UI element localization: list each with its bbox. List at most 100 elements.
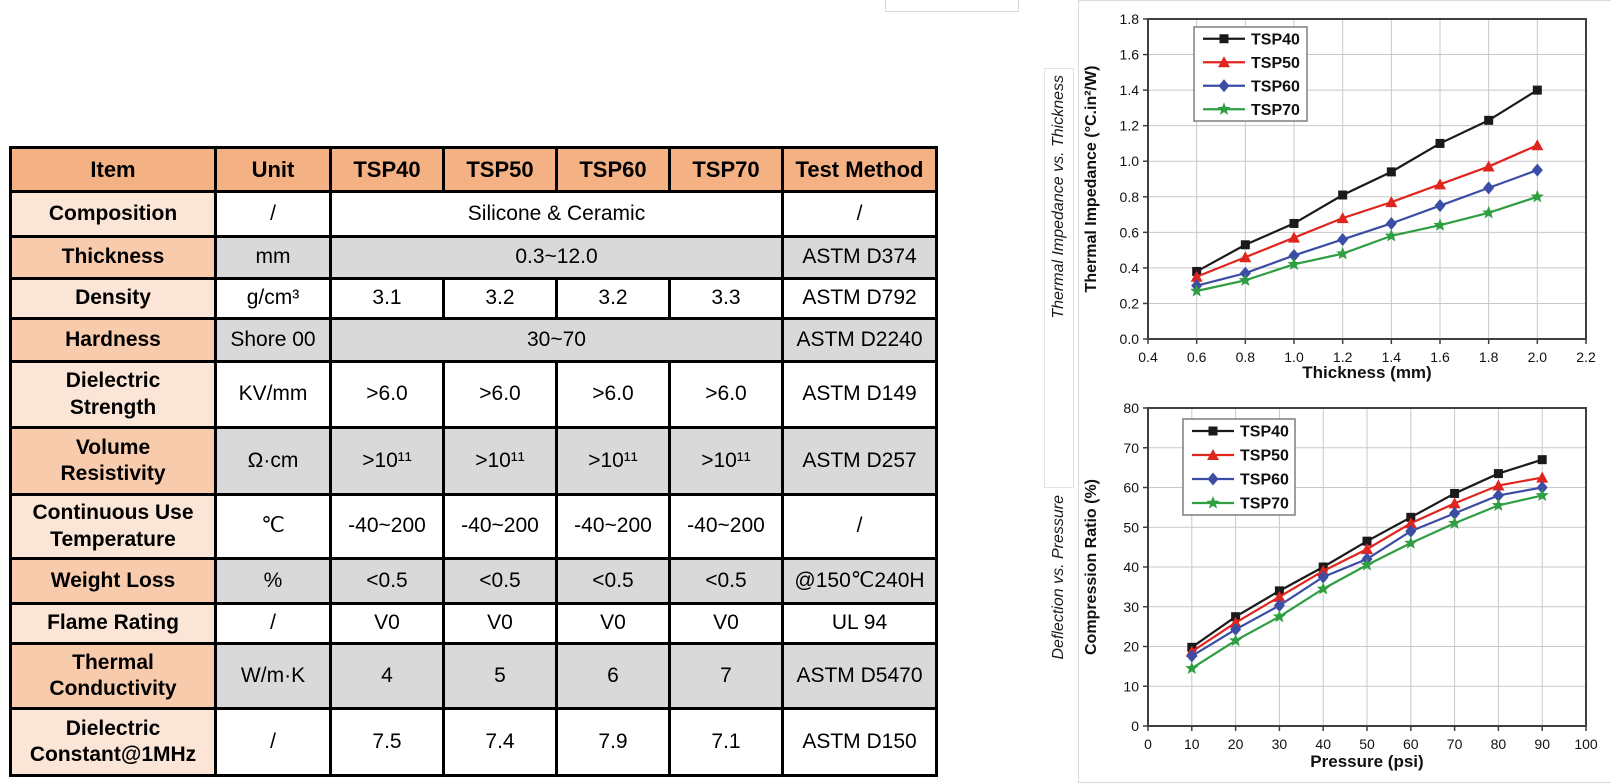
svg-text:30: 30 <box>1272 736 1288 752</box>
table-row: Thickness mm 0.3~12.0 ASTM D374 <box>9 235 938 280</box>
value-cell: 6 <box>555 642 671 710</box>
table-row: Composition / Silicone & Ceramic / <box>9 190 938 238</box>
item-cell: Weight Loss <box>9 557 217 605</box>
svg-text:0: 0 <box>1131 718 1139 734</box>
item-cell: Thickness <box>9 235 217 280</box>
unit-cell: Ω·cm <box>214 426 332 496</box>
svg-text:TSP50: TSP50 <box>1240 448 1289 465</box>
item-cell: Composition <box>9 190 217 238</box>
value-cell-merged: 30~70 <box>329 317 784 363</box>
value-cell: -40~200 <box>668 493 784 560</box>
svg-text:1.4: 1.4 <box>1120 82 1140 98</box>
svg-text:1.6: 1.6 <box>1430 349 1450 365</box>
svg-text:Thickness (mm): Thickness (mm) <box>1302 363 1431 382</box>
unit-cell: W/m·K <box>214 642 332 710</box>
test-method-cell: ASTM D374 <box>781 235 938 280</box>
svg-text:1.0: 1.0 <box>1120 153 1140 169</box>
table-row: Flame Rating / V0 V0 V0 V0 UL 94 <box>9 602 938 645</box>
svg-text:0.8: 0.8 <box>1236 349 1256 365</box>
table-row: Weight Loss% <0.5 <0.5 <0.5 <0.5 @150℃240H <box>9 557 938 605</box>
table-row: Density g/cm³ 3.1 3.2 3.2 3.3 ASTM D792 <box>9 277 938 320</box>
unit-cell: Shore 00 <box>214 317 332 363</box>
svg-text:20: 20 <box>1228 736 1244 752</box>
value-cell: 7 <box>668 642 784 710</box>
thermal-impedance-chart: 0.4 0.6 0.8 1.0 1.2 1.4 1.6 1.8 2.0 2.2 0.0 0.2 0.4 0… <box>1083 11 1596 382</box>
value-cell: 7.1 <box>668 707 784 777</box>
svg-text:90: 90 <box>1534 736 1550 752</box>
svg-text:60: 60 <box>1403 736 1419 752</box>
svg-text:0.4: 0.4 <box>1138 349 1158 365</box>
value-cell-merged: Silicone & Ceramic <box>329 190 784 238</box>
svg-text:70: 70 <box>1123 440 1139 456</box>
value-cell: V0 <box>555 602 671 645</box>
value-cell: -40~200 <box>442 493 558 560</box>
item-cell: Dielectric Constant@1MHz <box>9 707 217 777</box>
svg-text:10: 10 <box>1184 736 1200 752</box>
test-method-cell: ASTM D792 <box>781 277 938 320</box>
test-method-cell: ASTM D149 <box>781 360 938 429</box>
properties-table: Item Unit TSP40 TSP50 TSP60 TSP70 Test Method C… <box>9 146 938 777</box>
chart1-side-label: Thermal Impedance vs. Thickness <box>1050 75 1067 319</box>
svg-text:0.0: 0.0 <box>1120 331 1140 347</box>
chart2-side-label: Deflection vs. Pressure <box>1050 495 1067 660</box>
unit-cell: / <box>214 190 332 238</box>
svg-text:0.4: 0.4 <box>1120 260 1140 276</box>
svg-text:0.6: 0.6 <box>1120 224 1140 240</box>
value-cell: >10¹¹ <box>329 426 445 496</box>
svg-text:1.8: 1.8 <box>1479 349 1499 365</box>
charts-panel: 0.4 0.6 0.8 1.0 1.2 1.4 1.6 1.8 2.0 2.2 0.0 0.2 0.4 0… <box>1078 0 1611 783</box>
unit-cell: KV/mm <box>214 360 332 429</box>
table-row: Volume Resistivity Ω·cm >10¹¹ >10¹¹ >10¹¹ >10… <box>9 426 938 496</box>
svg-text:10: 10 <box>1123 678 1139 694</box>
value-cell-merged: 0.3~12.0 <box>329 235 784 280</box>
svg-text:TSP60: TSP60 <box>1240 472 1289 489</box>
value-cell: >6.0 <box>668 360 784 429</box>
test-method-cell: ASTM D2240 <box>781 317 938 363</box>
svg-text:50: 50 <box>1123 519 1139 535</box>
header-cell: TSP60 <box>555 146 671 193</box>
table-row: Dielectric Strength KV/mm >6.0 >6.0 >6.0 >6.0… <box>9 360 938 429</box>
value-cell: 7.5 <box>329 707 445 777</box>
svg-text:40: 40 <box>1315 736 1331 752</box>
svg-text:80: 80 <box>1123 400 1139 416</box>
svg-text:1.2: 1.2 <box>1333 349 1353 365</box>
table-row: Dielectric Constant@1MHz/7.5 7.4 7.9 7.1 AST… <box>9 707 938 777</box>
value-cell: >6.0 <box>555 360 671 429</box>
value-cell: >10¹¹ <box>668 426 784 496</box>
header-cell: Unit <box>214 146 332 193</box>
svg-text:Pressure (psi): Pressure (psi) <box>1310 752 1423 771</box>
value-cell: -40~200 <box>329 493 445 560</box>
value-cell: <0.5 <box>555 557 671 605</box>
svg-text:1.0: 1.0 <box>1284 349 1304 365</box>
item-cell: Dielectric Strength <box>9 360 217 429</box>
test-method-cell: ASTM D257 <box>781 426 938 496</box>
value-cell: 7.4 <box>442 707 558 777</box>
unit-cell: g/cm³ <box>214 277 332 320</box>
svg-text:0.8: 0.8 <box>1120 189 1140 205</box>
chart2-side-label-box: Deflection vs. Pressure <box>1044 495 1074 685</box>
item-cell: Flame Rating <box>9 602 217 645</box>
svg-text:TSP70: TSP70 <box>1251 102 1300 119</box>
unit-cell: % <box>214 557 332 605</box>
svg-text:70: 70 <box>1447 736 1463 752</box>
test-method-cell: / <box>781 493 938 560</box>
value-cell: 3.1 <box>329 277 445 320</box>
unit-cell: mm <box>214 235 332 280</box>
test-method-cell: ASTM D5470 <box>781 642 938 710</box>
header-cell: TSP50 <box>442 146 558 193</box>
value-cell: 3.3 <box>668 277 784 320</box>
value-cell: 3.2 <box>442 277 558 320</box>
header-cell: Test Method <box>781 146 938 193</box>
value-cell: 4 <box>329 642 445 710</box>
svg-text:TSP40: TSP40 <box>1240 424 1289 441</box>
value-cell: 7.9 <box>555 707 671 777</box>
value-cell: <0.5 <box>668 557 784 605</box>
properties-table-grid: Item Unit TSP40 TSP50 TSP60 TSP70 Test Method C… <box>9 146 938 777</box>
value-cell: <0.5 <box>442 557 558 605</box>
unit-cell: / <box>214 707 332 777</box>
value-cell: 3.2 <box>555 277 671 320</box>
svg-text:0.6: 0.6 <box>1187 349 1207 365</box>
value-cell: -40~200 <box>555 493 671 560</box>
svg-text:0: 0 <box>1144 736 1152 752</box>
